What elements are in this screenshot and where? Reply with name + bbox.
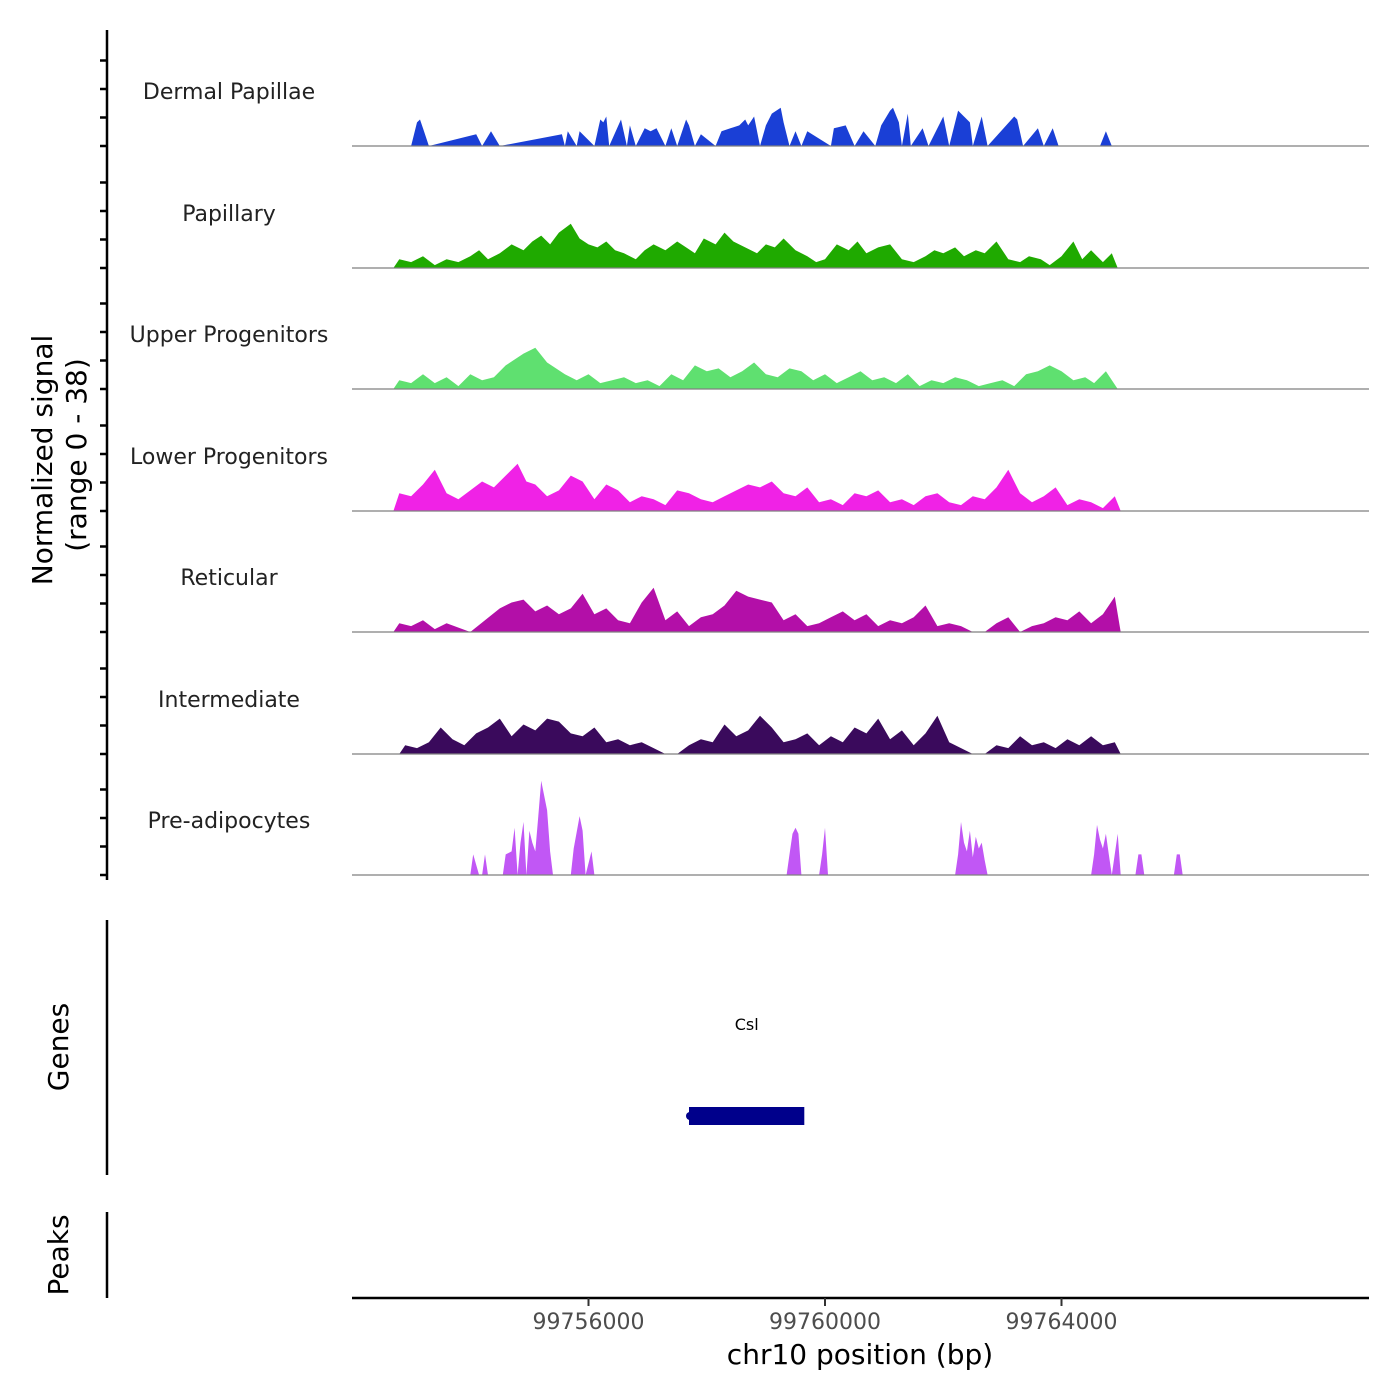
gene-label-csl: Csl <box>735 1015 759 1034</box>
track-label-dermal-papillae: Dermal Papillae <box>143 80 315 105</box>
x-axis-ticks: 99756000 99760000 99764000 <box>533 1298 1118 1335</box>
track-label-upper-progenitors: Upper Progenitors <box>130 323 329 348</box>
coverage-tracks <box>352 107 1369 876</box>
y-axis-title-line2: (range 0 - 38) <box>60 358 93 552</box>
x-tick-label: 99760000 <box>769 1310 881 1335</box>
coverage-area-pre-adipocytes <box>470 780 1183 875</box>
coverage-area-reticular <box>393 587 1121 632</box>
coverage-area-upper-progenitors <box>393 347 1118 389</box>
coverage-area-intermediate <box>399 715 1121 754</box>
y-axis-title-line1: Normalized signal <box>26 335 59 586</box>
track-label-pre-adipocytes: Pre-adipocytes <box>148 809 311 834</box>
x-tick-label: 99756000 <box>533 1310 645 1335</box>
gene-models: Csl <box>686 1015 805 1125</box>
coverage-area-papillary <box>393 223 1118 268</box>
track-label-reticular: Reticular <box>180 566 278 591</box>
signal-y-ticks <box>100 59 107 877</box>
x-tick-label: 99764000 <box>1006 1310 1118 1335</box>
track-label-papillary: Papillary <box>182 202 276 227</box>
gene-tss-marker <box>686 1112 694 1120</box>
track-label-lower-progenitors: Lower Progenitors <box>130 445 328 470</box>
track-label-intermediate: Intermediate <box>158 688 300 713</box>
genes-track-label: Genes <box>42 1003 75 1091</box>
coverage-area-lower-progenitors <box>393 463 1121 511</box>
coverage-area-dermal-papillae <box>411 107 1112 146</box>
gene-model-csl <box>689 1107 805 1125</box>
peaks-track-label: Peaks <box>42 1214 75 1295</box>
x-axis-title: chr10 position (bp) <box>727 1338 993 1371</box>
track-labels: Dermal Papillae Papillary Upper Progenitor… <box>130 80 329 834</box>
